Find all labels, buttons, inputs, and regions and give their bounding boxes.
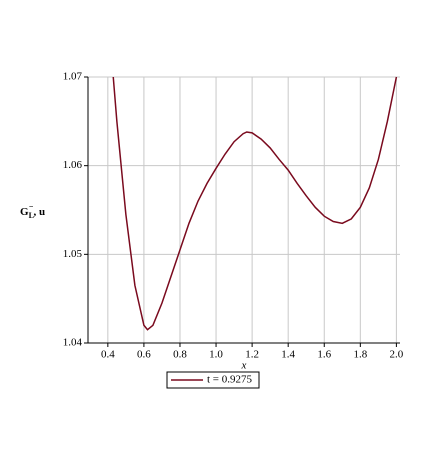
- x-tick-label: 0.4: [101, 349, 115, 361]
- x-tick-label: 0.8: [173, 349, 187, 361]
- x-tick-label: 1.6: [317, 349, 331, 361]
- x-axis-label: x: [241, 360, 247, 372]
- legend-label: t = 0.9275: [207, 374, 253, 386]
- x-tick-label: 1.0: [209, 349, 223, 361]
- x-tick-label: 1.2: [245, 349, 259, 361]
- y-tick-label: 1.06: [63, 159, 83, 171]
- y-label-rest: , u: [33, 206, 45, 218]
- y-tick-label: 1.05: [63, 248, 83, 260]
- x-tick-label: 2.0: [390, 349, 404, 361]
- y-axis-label: GL−, u: [20, 202, 45, 220]
- y-label-sub: L: [29, 211, 34, 220]
- y-label-sup: −: [29, 202, 34, 211]
- x-tick-label: 0.6: [137, 349, 151, 361]
- y-tick-label: 1.04: [63, 337, 83, 349]
- x-tick-label: 1.4: [281, 349, 295, 361]
- grid: [88, 76, 400, 344]
- legend-box: [166, 371, 260, 389]
- line-series: [112, 76, 398, 331]
- y-tick-label: 1.07: [63, 71, 83, 83]
- x-tick-label: 1.8: [353, 349, 367, 361]
- y-label-base: G: [20, 206, 29, 218]
